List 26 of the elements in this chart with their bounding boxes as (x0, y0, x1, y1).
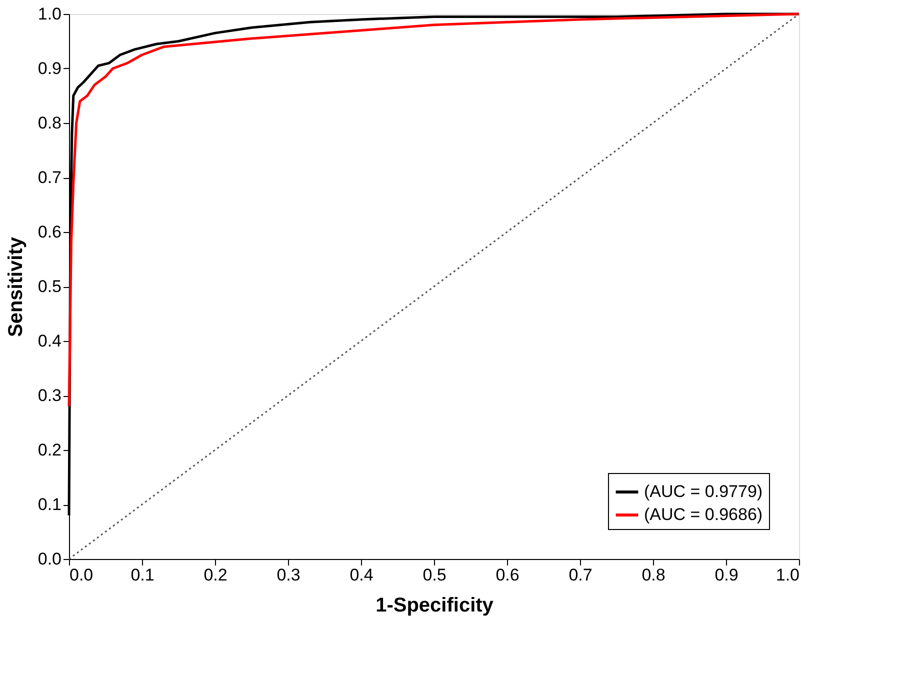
x-tick-label: 0.7 (568, 566, 592, 584)
x-axis-title: 1-Specificity (376, 594, 494, 616)
x-tick-label: 0.0 (70, 566, 94, 584)
x-tick-label: 0.2 (204, 566, 228, 584)
legend-label: (AUC = 0.9779) (644, 482, 763, 501)
y-tick-label: 0.2 (38, 440, 62, 460)
x-tick-label: 0.8 (642, 566, 666, 584)
y-tick-label: 0.0 (38, 550, 62, 568)
y-axis-title: Sensitivity (4, 236, 27, 338)
x-tick-label: 0.3 (276, 566, 300, 584)
y-tick-label: 0.4 (38, 332, 62, 350)
y-tick-label: 0.9 (38, 59, 62, 78)
x-tick-label: 0.1 (130, 566, 154, 584)
x-tick-label: 1.0 (776, 566, 800, 584)
legend-label: (AUC = 0.9686) (644, 505, 763, 524)
y-tick-label: 0.5 (38, 277, 62, 296)
x-tick-label: 0.6 (496, 566, 520, 584)
y-tick-label: 0.8 (38, 114, 62, 132)
x-tick-label: 0.5 (422, 566, 446, 584)
y-tick-label: 0.1 (38, 495, 62, 514)
y-tick-label: 1.0 (38, 4, 62, 24)
x-tick-label: 0.9 (714, 566, 738, 584)
y-tick-label: 0.3 (38, 386, 62, 405)
y-tick-label: 0.7 (38, 168, 62, 187)
x-tick-label: 0.4 (350, 566, 374, 584)
y-tick-label: 0.6 (38, 222, 62, 242)
